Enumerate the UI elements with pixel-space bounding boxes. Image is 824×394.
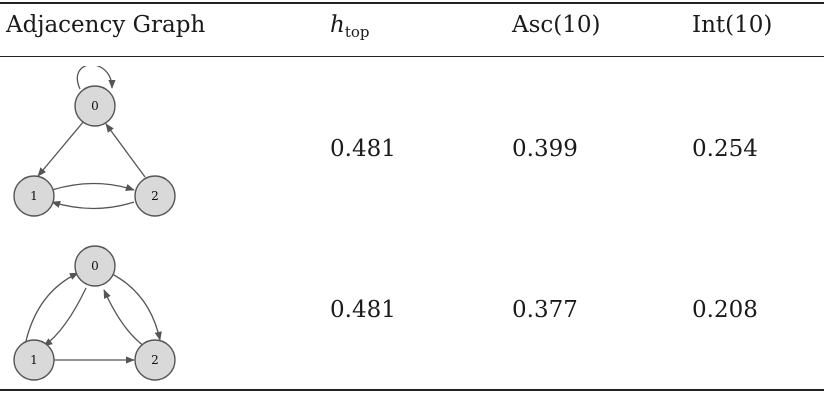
svg-text:0: 0 [91, 99, 99, 113]
row-2-asc: 0.377 [512, 297, 578, 323]
edge-2-0 [103, 289, 145, 347]
header-asc: Asc(10) [512, 12, 601, 38]
header-h-top: htop [330, 12, 370, 41]
table-header-rule [0, 56, 824, 57]
row-2-h-top: 0.481 [330, 297, 396, 323]
svg-text:1: 1 [30, 353, 38, 367]
header-int: Int(10) [692, 12, 773, 38]
graph-node-1: 1 [13, 175, 55, 217]
svg-text:2: 2 [151, 353, 159, 367]
row-1-h-top: 0.481 [330, 136, 396, 162]
svg-text:1: 1 [30, 189, 38, 203]
edge-2-1 [51, 200, 135, 210]
svg-text:2: 2 [151, 189, 159, 203]
edge-0-1 [37, 120, 85, 177]
header-adjacency-graph: Adjacency Graph [6, 12, 206, 38]
table-bottom-rule [0, 389, 824, 391]
adjacency-graph-row-1: 0 1 2 [13, 66, 176, 217]
adjacency-graph-row-2: 0 1 2 [13, 245, 176, 381]
svg-text:0: 0 [91, 259, 99, 273]
graph-node-1: 1 [13, 339, 55, 381]
edge-0-0 [76, 66, 116, 90]
edge-0-2 [111, 273, 162, 341]
edge-1-2 [51, 182, 135, 191]
graph-node-2: 2 [134, 339, 176, 381]
edge-2-0 [105, 123, 146, 178]
header-h-top-main: h [330, 12, 345, 38]
graph-node-2: 2 [134, 175, 176, 217]
table-top-rule [0, 2, 824, 4]
edge-0-1 [43, 287, 87, 347]
row-1-int: 0.254 [692, 136, 758, 162]
edge-1-0 [25, 272, 79, 342]
graph-node-0: 0 [74, 85, 116, 127]
row-2-int: 0.208 [692, 297, 758, 323]
graph-node-0: 0 [74, 245, 116, 287]
row-1-asc: 0.399 [512, 136, 578, 162]
header-h-top-sub: top [344, 23, 370, 41]
